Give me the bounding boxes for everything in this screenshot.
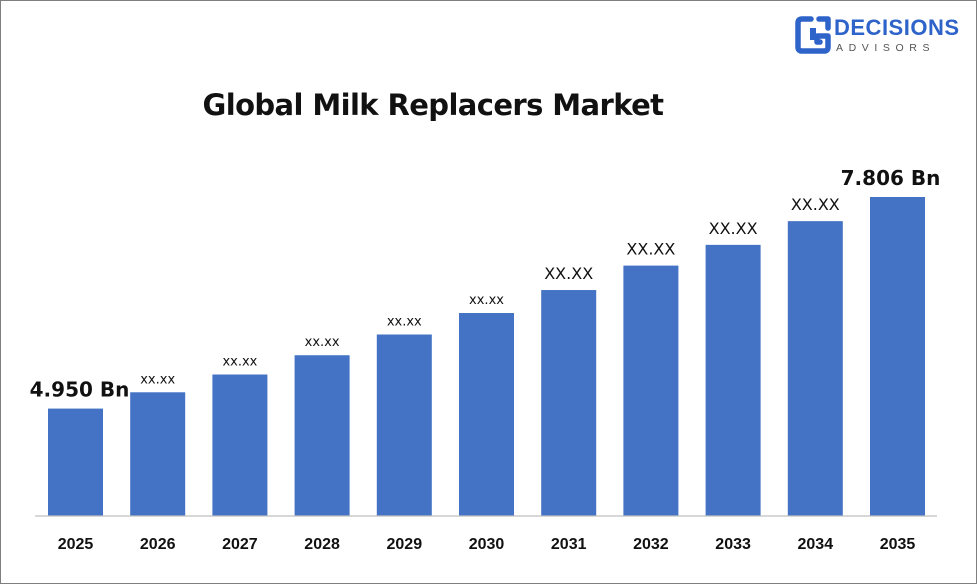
x-tick-label-2028: 2028: [304, 536, 340, 553]
bar-2028: [294, 355, 350, 516]
data-label-2033: XX.XX: [709, 219, 758, 238]
data-label-2031: XX.XX: [544, 264, 593, 283]
bar-2026: [130, 392, 186, 516]
bar-2035: [870, 197, 925, 516]
x-tick-label-2025: 2025: [58, 536, 94, 553]
decisions-advisors-logo-icon: [795, 16, 831, 54]
bar-2034: [787, 221, 843, 517]
data-label-2032: XX.XX: [626, 240, 675, 259]
data-label-2025: 4.950 Bn: [30, 378, 130, 402]
brand-logo: DECISIONS ADVISORS: [795, 14, 965, 60]
x-tick-label-2027: 2027: [222, 536, 258, 553]
data-label-2029: xx.xx: [387, 314, 422, 329]
brand-name: DECISIONS: [834, 15, 960, 40]
x-tick-label-2026: 2026: [140, 536, 176, 553]
x-tick-label-2029: 2029: [387, 536, 423, 553]
x-tick-label-2030: 2030: [469, 536, 505, 553]
data-label-2035: 7.806 Bn: [841, 166, 941, 190]
bar-2030: [459, 313, 514, 516]
brand-tagline: ADVISORS: [836, 42, 936, 54]
data-label-2030: xx.xx: [469, 293, 504, 308]
x-tick-label-2034: 2034: [798, 536, 834, 553]
data-label-2027: xx.xx: [222, 355, 257, 370]
bar-2033: [705, 244, 761, 516]
x-tick-label-2033: 2033: [715, 536, 751, 553]
bar-2031: [541, 290, 597, 516]
x-tick-label-2032: 2032: [633, 536, 669, 553]
data-label-2028: xx.xx: [305, 335, 340, 350]
bar-2027: [212, 374, 268, 516]
chart-title: Global Milk Replacers Market: [202, 88, 665, 122]
x-tick-label-2035: 2035: [880, 536, 916, 553]
bar-2032: [623, 265, 679, 516]
bar-2025: [48, 408, 103, 516]
x-tick-label-2031: 2031: [551, 536, 587, 553]
bar-2029: [376, 334, 432, 516]
data-label-2026: xx.xx: [140, 372, 175, 387]
data-label-2034: XX.XX: [791, 195, 840, 214]
